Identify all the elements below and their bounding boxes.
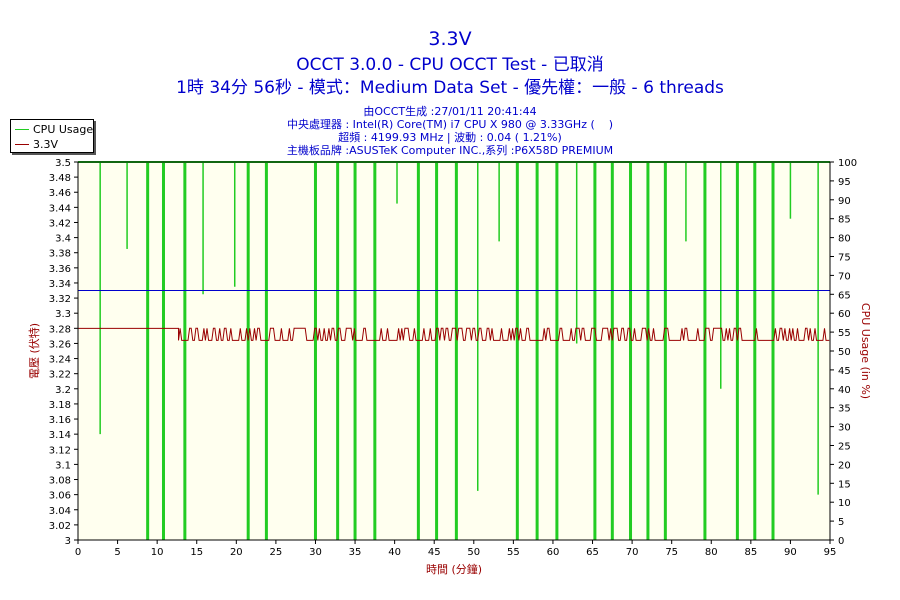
y-left-axis-label: 電壓 (伏特) bbox=[27, 323, 41, 379]
y-right-tick-label: 0 bbox=[838, 536, 844, 547]
legend-item-3.3v: 3.3V bbox=[15, 137, 58, 151]
voltage-series-line bbox=[78, 327, 830, 341]
y-left-tick-label: 3.18 bbox=[49, 400, 71, 411]
y-left-tick-label: 3.16 bbox=[49, 415, 71, 426]
y-left-tick-label: 3.22 bbox=[49, 370, 71, 381]
y-left-tick-label: 3.28 bbox=[49, 324, 71, 335]
y-left-tick-label: 3.2 bbox=[55, 385, 71, 396]
y-left-tick-label: 3.04 bbox=[49, 506, 71, 517]
x-tick-label: 35 bbox=[349, 547, 362, 558]
y-right-tick-label: 20 bbox=[838, 460, 851, 471]
x-tick-label: 60 bbox=[547, 547, 560, 558]
y-right-tick-label: 85 bbox=[838, 215, 851, 226]
y-right-tick-label: 90 bbox=[838, 196, 851, 207]
y-left-tick-label: 3.5 bbox=[55, 158, 71, 169]
y-left-tick-label: 3.4 bbox=[55, 234, 71, 245]
y-left-tick-label: 3.32 bbox=[49, 294, 71, 305]
y-right-tick-label: 35 bbox=[838, 404, 851, 415]
x-tick-label: 95 bbox=[824, 547, 837, 558]
y-right-tick-label: 70 bbox=[838, 271, 851, 282]
y-left-axis-ticks: 3 3.02 3.04 3.06 3.08 3.1 3.12 3.14 3.16 3.18 3.2 3… bbox=[49, 158, 78, 547]
legend-label-cpu: CPU Usage bbox=[33, 122, 94, 136]
x-tick-label: 55 bbox=[507, 547, 520, 558]
y-left-tick-label: 3.38 bbox=[49, 249, 71, 260]
plot-area bbox=[78, 162, 830, 540]
y-left-tick-label: 3.06 bbox=[49, 491, 71, 502]
y-right-tick-label: 65 bbox=[838, 290, 851, 301]
x-axis-ticks: 0 5 10 15 20 25 30 35 40 45 50 55 60 65 70 75 80 85 90 95 bbox=[75, 540, 837, 558]
info-motherboard: 主機板品牌 :ASUSTeK Computer INC.,系列 :P6X58D … bbox=[286, 144, 614, 157]
y-right-tick-label: 5 bbox=[838, 517, 844, 528]
chart-title: 3.3V bbox=[428, 28, 472, 50]
y-right-tick-label: 45 bbox=[838, 366, 851, 377]
y-right-tick-label: 95 bbox=[838, 177, 851, 188]
y-left-tick-label: 3.12 bbox=[49, 445, 71, 456]
x-axis-label: 時間 (分鐘) bbox=[426, 562, 482, 576]
x-tick-label: 20 bbox=[230, 547, 243, 558]
y-right-tick-label: 30 bbox=[838, 423, 851, 434]
legend-swatch-cpu bbox=[15, 128, 29, 130]
x-tick-label: 30 bbox=[309, 547, 322, 558]
y-right-tick-label: 100 bbox=[838, 158, 857, 169]
y-right-axis-label: CPU Usage (in %) bbox=[859, 303, 872, 399]
x-tick-label: 40 bbox=[388, 547, 401, 558]
x-tick-label: 50 bbox=[467, 547, 480, 558]
y-left-tick-label: 3.14 bbox=[49, 430, 71, 441]
y-right-tick-label: 25 bbox=[838, 442, 851, 453]
x-tick-label: 45 bbox=[428, 547, 441, 558]
y-left-tick-label: 3.3 bbox=[55, 309, 71, 320]
y-right-tick-label: 60 bbox=[838, 309, 851, 320]
info-cpu: 中央處理器 : Intel(R) Core(TM) i7 CPU X 980 @… bbox=[286, 118, 614, 131]
y-left-tick-label: 3.26 bbox=[49, 339, 71, 350]
info-clock: 超頻 : 4199.93 MHz | 波動 : 0.04 ( 1.21%) bbox=[338, 131, 562, 144]
x-tick-label: 70 bbox=[626, 547, 639, 558]
x-tick-label: 25 bbox=[270, 547, 283, 558]
chart-subtitle-duration: 1時 34分 56秒 - 模式：Medium Data Set - 優先權：一般… bbox=[176, 78, 724, 98]
y-right-tick-label: 55 bbox=[838, 328, 851, 339]
y-right-axis-ticks: 0 5 10 15 20 25 30 35 40 45 50 55 60 65 70 75 80 85 90 95 10… bbox=[830, 158, 857, 547]
x-tick-label: 80 bbox=[705, 547, 718, 558]
y-left-tick-label: 3.46 bbox=[49, 188, 71, 199]
y-right-tick-label: 75 bbox=[838, 253, 851, 264]
y-right-tick-label: 10 bbox=[838, 498, 851, 509]
y-left-tick-label: 3.44 bbox=[49, 203, 71, 214]
y-left-tick-label: 3.48 bbox=[49, 173, 71, 184]
y-left-tick-label: 3.08 bbox=[49, 476, 71, 487]
y-left-tick-label: 3.02 bbox=[49, 521, 71, 532]
y-right-tick-label: 80 bbox=[838, 234, 851, 245]
y-right-tick-label: 50 bbox=[838, 347, 851, 358]
x-tick-label: 0 bbox=[75, 547, 81, 558]
x-tick-label: 65 bbox=[586, 547, 599, 558]
legend-item-cpu-usage: CPU Usage bbox=[15, 122, 93, 136]
legend-swatch-3.3v bbox=[15, 143, 29, 145]
y-left-tick-label: 3.42 bbox=[49, 218, 71, 229]
chart-legend: CPU Usage 3.3V bbox=[10, 119, 94, 153]
x-tick-label: 5 bbox=[114, 547, 120, 558]
x-tick-label: 90 bbox=[784, 547, 797, 558]
info-generated: 由OCCT生成 :27/01/11 20:41:44 bbox=[363, 105, 537, 118]
y-right-tick-label: 40 bbox=[838, 385, 851, 396]
y-right-tick-label: 15 bbox=[838, 479, 851, 490]
x-tick-label: 15 bbox=[190, 547, 203, 558]
x-tick-label: 10 bbox=[151, 547, 164, 558]
x-tick-label: 85 bbox=[744, 547, 757, 558]
y-left-tick-label: 3.24 bbox=[49, 355, 71, 366]
y-left-tick-label: 3.34 bbox=[49, 279, 71, 290]
legend-label-3.3v: 3.3V bbox=[33, 137, 59, 151]
cpu-usage-series bbox=[78, 161, 830, 540]
y-left-tick-label: 3.1 bbox=[55, 460, 71, 471]
y-left-tick-label: 3 bbox=[65, 536, 71, 547]
y-left-tick-label: 3.36 bbox=[49, 264, 71, 275]
x-tick-label: 75 bbox=[665, 547, 678, 558]
chart-subtitle-test: OCCT 3.0.0 - CPU OCCT Test - 已取消 bbox=[296, 55, 604, 75]
